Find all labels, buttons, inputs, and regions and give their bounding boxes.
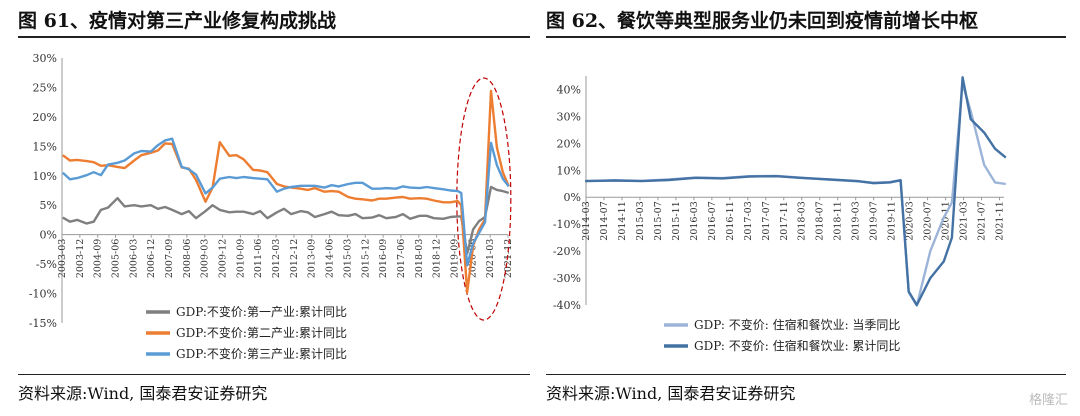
x-tick-label: 2015-12 xyxy=(360,239,371,278)
legend-label-1: GDP: 不变价: 住宿和餐饮业: 当季同比 xyxy=(694,317,900,332)
highlight-ellipse xyxy=(456,77,512,321)
x-tick-label: 2006-12 xyxy=(146,239,157,278)
x-tick-label: 2018-03 xyxy=(414,239,425,278)
x-tick-label: 2017-07 xyxy=(761,201,772,240)
y-tick-label: -10% xyxy=(553,218,581,231)
y-tick-label: 20% xyxy=(557,137,581,150)
y-tick-label: 20% xyxy=(33,111,57,124)
x-tick-label: 2018-11 xyxy=(833,201,844,240)
legend-label-2: GDP: 不变价: 住宿和餐饮业: 累计同比 xyxy=(694,338,900,353)
y-tick-label: 15% xyxy=(33,140,57,153)
x-tick-label: 2020-07 xyxy=(923,201,934,240)
y-tick-label: -10% xyxy=(29,288,57,301)
x-tick-label: 2015-03 xyxy=(342,239,353,278)
y-tick-label: -5% xyxy=(36,258,57,271)
x-tick-label: 2015-07 xyxy=(653,201,664,240)
x-tick-label: 2014-11 xyxy=(617,201,628,240)
series-line-2 xyxy=(585,76,1007,307)
watermark: 格隆汇 xyxy=(1028,393,1068,408)
y-tick-label: 10% xyxy=(557,164,581,177)
y-tick-label: -40% xyxy=(553,299,581,312)
x-tick-label: 2019-07 xyxy=(869,201,880,240)
x-tick-label: 2020-06 xyxy=(467,239,478,278)
right-chart-title: 图 62、餐饮等典型服务业仍未回到疫情前增长中枢 xyxy=(546,10,979,32)
x-tick-label: 2009-03 xyxy=(200,239,211,278)
y-tick-label: 5% xyxy=(40,199,57,212)
left-source-note: 资料来源:Wind, 国泰君安证券研究 xyxy=(18,384,268,403)
x-tick-label: 2013-09 xyxy=(307,239,318,278)
x-tick-label: 2008-06 xyxy=(182,239,193,278)
x-tick-label: 2018-03 xyxy=(797,201,808,240)
y-tick-label: -30% xyxy=(553,272,581,285)
x-tick-label: 2009-12 xyxy=(218,239,229,278)
y-tick-label: 0% xyxy=(564,191,581,204)
left-line-chart: -15% -10% -5% 0% 5% 10% 15% 20% 25% 30% 2003-03 200… xyxy=(29,52,514,361)
x-tick-label: 2003-03 xyxy=(57,239,68,278)
x-tick-label: 2012-03 xyxy=(271,239,282,278)
x-tick-label: 2018-12 xyxy=(432,239,443,278)
right-top-rule xyxy=(546,36,1066,38)
x-tick-label: 2016-07 xyxy=(707,201,718,240)
y-tick-label: 40% xyxy=(557,83,581,96)
legend-label-2: GDP:不变价:第二产业:累计同比 xyxy=(176,325,347,340)
x-tick-label: 2020-03 xyxy=(905,201,916,240)
x-tick-label: 2019-09 xyxy=(449,239,460,278)
x-tick-label: 2004-09 xyxy=(93,239,104,278)
left-chart-title: 图 61、疫情对第三产业修复构成挑战 xyxy=(18,10,337,32)
x-tick-label: 2018-07 xyxy=(815,201,826,240)
x-tick-label: 2016-09 xyxy=(378,239,389,278)
left-top-rule xyxy=(18,36,530,38)
x-tick-label: 2006-03 xyxy=(128,239,139,278)
x-tick-label: 2021-03 xyxy=(959,201,970,240)
x-tick-label: 2014-07 xyxy=(599,201,610,240)
x-tick-label: 2019-11 xyxy=(887,201,898,240)
x-tick-label: 2021-11 xyxy=(995,201,1006,240)
series-line-1 xyxy=(585,82,1006,307)
y-tick-label: 30% xyxy=(557,110,581,123)
legend-label-3: GDP:不变价:第三产业:累计同比 xyxy=(176,346,347,361)
y-tick-label: 25% xyxy=(33,81,57,94)
x-tick-label: 2017-11 xyxy=(779,201,790,240)
x-tick-label: 2007-09 xyxy=(164,239,175,278)
x-tick-label: 2014-03 xyxy=(581,201,592,240)
x-tick-label: 2017-03 xyxy=(743,201,754,240)
right-source-note: 资料来源:Wind, 国泰君安证券研究 xyxy=(546,384,796,403)
x-tick-label: 2012-12 xyxy=(289,239,300,278)
y-tick-label: 10% xyxy=(33,170,57,183)
right-bottom-rule xyxy=(546,374,1066,375)
left-bottom-rule xyxy=(18,374,530,375)
x-tick-label: 2019-03 xyxy=(851,201,862,240)
x-tick-label: 2016-11 xyxy=(725,201,736,240)
y-tick-label: -20% xyxy=(553,245,581,258)
x-tick-label: 2021-07 xyxy=(977,201,988,240)
x-tick-label: 2014-06 xyxy=(325,239,336,278)
y-tick-label: 30% xyxy=(33,52,57,65)
series-line-3 xyxy=(61,137,510,267)
x-tick-label: 2010-09 xyxy=(235,239,246,278)
series-line-1 xyxy=(62,185,510,255)
series-line-2 xyxy=(62,89,510,294)
right-line-chart: -40% -30% -20% -10% 0% 10% 20% 30% 40% 2014-03 201… xyxy=(553,76,1007,353)
x-tick-label: 2020-11 xyxy=(941,201,952,240)
x-tick-label: 2003-12 xyxy=(75,239,86,278)
y-tick-label: 0% xyxy=(40,229,57,242)
x-tick-label: 2015-11 xyxy=(671,201,682,240)
x-tick-label: 2021-03 xyxy=(485,239,496,278)
legend-label-1: GDP:不变价:第一产业:累计同比 xyxy=(176,304,347,319)
x-tick-label: 2016-03 xyxy=(689,201,700,240)
x-tick-label: 2005-06 xyxy=(111,239,122,278)
x-tick-label: 2021-12 xyxy=(503,239,514,278)
y-tick-label: -15% xyxy=(29,317,57,330)
x-tick-label: 2017-06 xyxy=(396,239,407,278)
x-tick-label: 2011-06 xyxy=(253,239,264,278)
x-tick-label: 2015-03 xyxy=(635,201,646,240)
